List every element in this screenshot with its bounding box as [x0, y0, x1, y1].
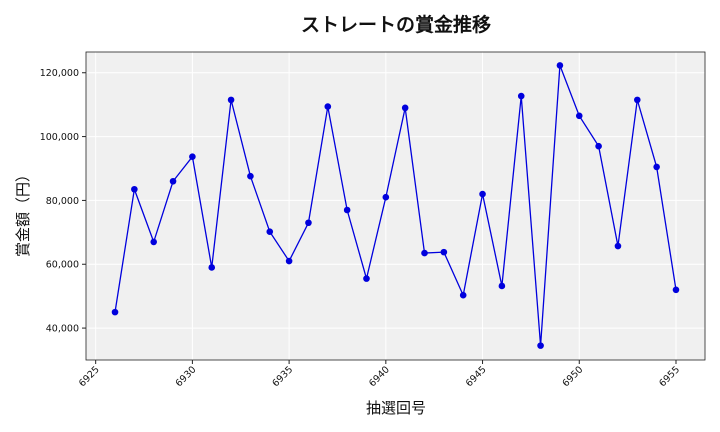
data-point-3 [169, 177, 177, 185]
series-line-0 [114, 65, 677, 346]
data-point-22 [537, 342, 544, 349]
data-point-5 [208, 264, 216, 271]
chart-title: ストレートの賞金推移 [301, 13, 491, 36]
data-point-2 [150, 238, 158, 246]
data-point-26 [614, 242, 622, 250]
data-point-14 [382, 193, 390, 201]
y-tick-label-4: 120,000 [40, 68, 79, 79]
data-point-15 [401, 104, 409, 112]
x-tick-label-6: 6955 [657, 364, 682, 389]
data-point-17 [440, 248, 448, 256]
data-point-20 [498, 282, 506, 290]
y-tick-label-3: 100,000 [40, 132, 79, 143]
plot-area [86, 52, 705, 360]
x-tick-label-3: 6940 [367, 364, 392, 389]
x-axis-label: 抽選回号 [366, 399, 426, 417]
y-tick-label-1: 60,000 [46, 260, 79, 271]
x-tick-label-5: 6950 [561, 364, 586, 389]
data-point-8 [266, 228, 274, 235]
data-point-18 [459, 291, 467, 299]
data-point-29 [672, 286, 680, 294]
grid-lines [86, 52, 705, 360]
data-point-23 [556, 62, 564, 69]
data-point-11 [324, 103, 332, 110]
data-point-6 [227, 96, 235, 104]
data-point-9 [285, 257, 293, 265]
data-point-19 [479, 190, 486, 198]
x-tick-label-4: 6945 [464, 364, 489, 389]
data-point-10 [305, 219, 312, 227]
x-tick-label-2: 6935 [270, 364, 295, 389]
data-point-0 [111, 308, 119, 316]
data-point-21 [517, 92, 525, 100]
data-point-24 [575, 112, 583, 120]
data-point-27 [633, 96, 641, 104]
data-point-13 [363, 275, 370, 282]
data-point-28 [653, 163, 660, 171]
data-point-4 [189, 153, 196, 160]
x-tick-label-0: 6925 [77, 364, 102, 389]
y-tick-label-2: 80,000 [46, 196, 79, 207]
plot-frame [85, 51, 706, 361]
series-layer [111, 62, 680, 349]
y-axis-label: 賞金額（円） [14, 167, 32, 257]
data-point-16 [421, 249, 428, 257]
y-tick-label-0: 40,000 [46, 324, 79, 335]
data-point-1 [131, 185, 138, 193]
data-point-12 [343, 206, 351, 214]
x-tick-label-1: 6930 [174, 364, 199, 389]
data-point-25 [595, 142, 602, 150]
data-point-7 [247, 172, 254, 180]
